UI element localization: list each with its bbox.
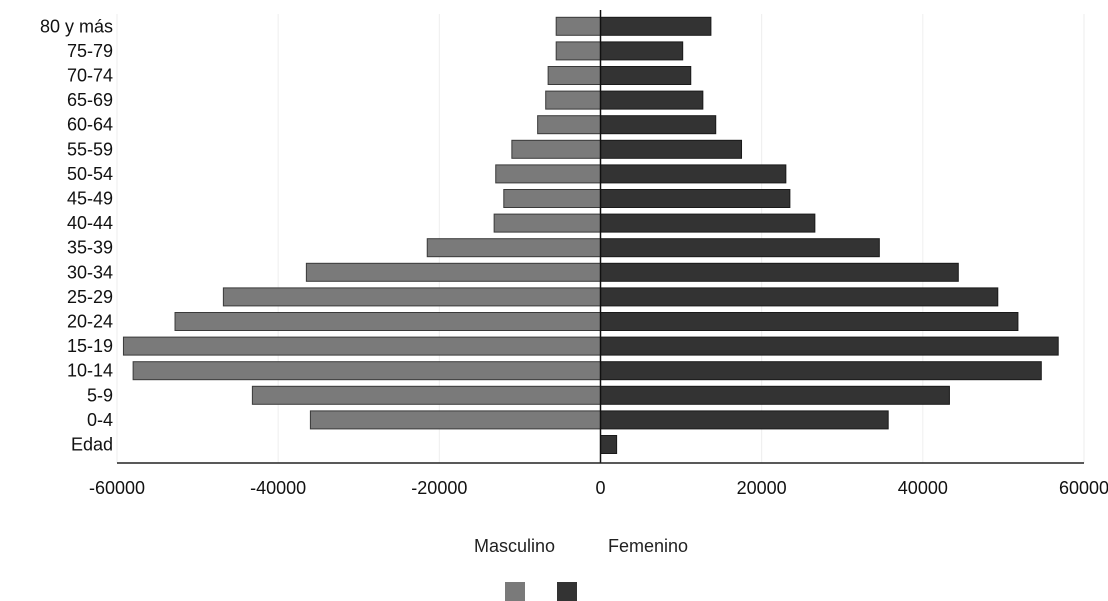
bar-masculino bbox=[174, 312, 602, 331]
bar-masculino bbox=[305, 262, 601, 282]
y-tick-label: 65-69 bbox=[67, 90, 113, 110]
y-tick-label: 60-64 bbox=[67, 115, 113, 135]
x-tick-label: -40000 bbox=[250, 478, 306, 498]
bar-masculino bbox=[222, 287, 601, 307]
bars-layer bbox=[122, 16, 1059, 454]
bar-femenino bbox=[600, 189, 791, 208]
x-tick-label: 40000 bbox=[898, 478, 948, 498]
y-tick-label: 80 y más bbox=[40, 16, 113, 36]
y-tick-label: 0-4 bbox=[87, 410, 113, 430]
bar-femenino bbox=[600, 361, 1042, 381]
bar-femenino bbox=[600, 115, 717, 135]
bar-femenino bbox=[600, 238, 880, 258]
y-tick-label: 75-79 bbox=[67, 41, 113, 61]
bar-femenino bbox=[600, 287, 999, 307]
y-tick-label: 15-19 bbox=[67, 336, 113, 356]
y-tick-label: 50-54 bbox=[67, 164, 113, 184]
bar-femenino bbox=[600, 312, 1019, 331]
bar-masculino bbox=[547, 66, 602, 85]
bar-masculino bbox=[511, 139, 602, 159]
bar-femenino bbox=[600, 385, 950, 405]
legend-label-masculino: Masculino bbox=[474, 536, 555, 556]
bar-femenino bbox=[600, 139, 743, 159]
x-tick-label: -20000 bbox=[411, 478, 467, 498]
x-axis-labels: -60000 -40000 -20000 0 20000 40000 60000 bbox=[89, 478, 1108, 498]
y-tick-label: 30-34 bbox=[67, 262, 113, 282]
legend-swatch-masculino bbox=[505, 582, 525, 601]
y-tick-label: 25-29 bbox=[67, 287, 113, 307]
bar-femenino bbox=[600, 16, 712, 36]
legend-label-femenino: Femenino bbox=[608, 536, 688, 556]
bar-masculino bbox=[555, 41, 601, 61]
x-tick-label: 20000 bbox=[737, 478, 787, 498]
y-tick-label: Edad bbox=[71, 435, 113, 455]
bar-masculino bbox=[495, 164, 601, 184]
bar-femenino bbox=[600, 66, 692, 85]
x-tick-label: 0 bbox=[595, 478, 605, 498]
x-tick-label: -60000 bbox=[89, 478, 145, 498]
bar-masculino bbox=[493, 213, 602, 233]
legend-swatch-femenino bbox=[557, 582, 577, 601]
bar-femenino bbox=[600, 410, 889, 430]
bar-masculino bbox=[555, 16, 601, 36]
bar-masculino bbox=[537, 115, 602, 135]
y-tick-label: 10-14 bbox=[67, 361, 113, 381]
bar-femenino bbox=[600, 213, 816, 233]
bar-masculino bbox=[122, 336, 602, 356]
bar-femenino bbox=[600, 336, 1059, 356]
bar-masculino bbox=[132, 361, 601, 381]
bar-femenino bbox=[600, 435, 618, 454]
y-tick-label: 20-24 bbox=[67, 312, 113, 332]
y-tick-label: 40-44 bbox=[67, 213, 113, 233]
bar-femenino bbox=[600, 41, 684, 61]
bar-masculino bbox=[503, 189, 601, 208]
y-tick-label: 55-59 bbox=[67, 139, 113, 159]
bar-masculino bbox=[545, 90, 601, 110]
bar-femenino bbox=[600, 90, 704, 110]
y-tick-label: 5-9 bbox=[87, 385, 113, 405]
y-axis-labels: 80 y más 75-79 70-74 65-69 60-64 55-59 50-54 45… bbox=[40, 16, 113, 454]
x-tick-label: 60000 bbox=[1059, 478, 1108, 498]
legend: Masculino Femenino bbox=[474, 536, 688, 601]
bar-femenino bbox=[600, 164, 787, 184]
y-tick-label: 70-74 bbox=[67, 66, 113, 86]
bar-masculino bbox=[309, 410, 601, 430]
bar-femenino bbox=[600, 262, 959, 282]
axis-layer bbox=[117, 10, 1084, 464]
y-tick-label: 45-49 bbox=[67, 189, 113, 209]
bar-masculino bbox=[426, 238, 601, 258]
bar-masculino bbox=[251, 385, 601, 405]
y-tick-label: 35-39 bbox=[67, 238, 113, 258]
